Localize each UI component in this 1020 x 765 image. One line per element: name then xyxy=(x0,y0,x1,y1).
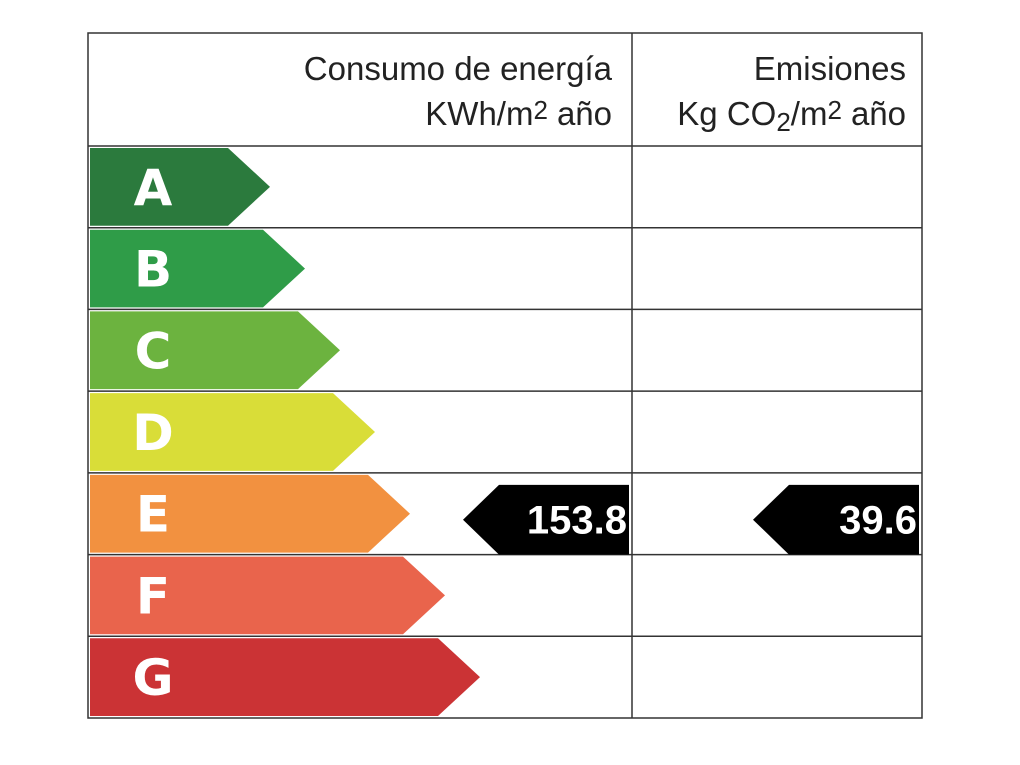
unit-part: Kg CO xyxy=(677,95,776,132)
rating-arrow xyxy=(90,474,410,553)
value-pointer xyxy=(753,484,919,555)
emissions-title: Emisiones xyxy=(754,50,906,87)
rating-arrow xyxy=(90,311,340,390)
rating-letter: E xyxy=(136,486,170,544)
rating-letter: D xyxy=(132,404,174,462)
rating-letter: C xyxy=(135,322,172,380)
rating-letter: B xyxy=(134,241,172,299)
frame xyxy=(87,32,923,719)
unit-sup: 2 xyxy=(827,95,841,125)
energy-title: Consumo de energía xyxy=(304,50,613,87)
rating-letter: G xyxy=(132,649,173,707)
rating-arrow xyxy=(90,638,480,716)
value-text: 153.8 xyxy=(527,499,627,543)
value-pointer xyxy=(463,484,629,555)
unit-sup: 2 xyxy=(533,95,547,125)
unit-part: KWh/m xyxy=(425,95,533,132)
rating-arrow xyxy=(90,556,445,635)
rating-arrow xyxy=(90,393,375,471)
rating-arrow xyxy=(90,148,270,226)
energy-unit: KWh/m2 año xyxy=(425,95,612,132)
unit-sub: 2 xyxy=(776,107,790,137)
emissions-unit: Kg CO2/m2 año xyxy=(677,95,906,137)
rating-letter: A xyxy=(134,159,173,217)
unit-part: año xyxy=(557,95,612,132)
unit-part: año xyxy=(851,95,906,132)
value-text: 39.6 xyxy=(839,499,917,543)
rating-arrow xyxy=(90,229,305,308)
rating-letter: F xyxy=(136,567,170,625)
unit-part: /m xyxy=(791,95,828,132)
